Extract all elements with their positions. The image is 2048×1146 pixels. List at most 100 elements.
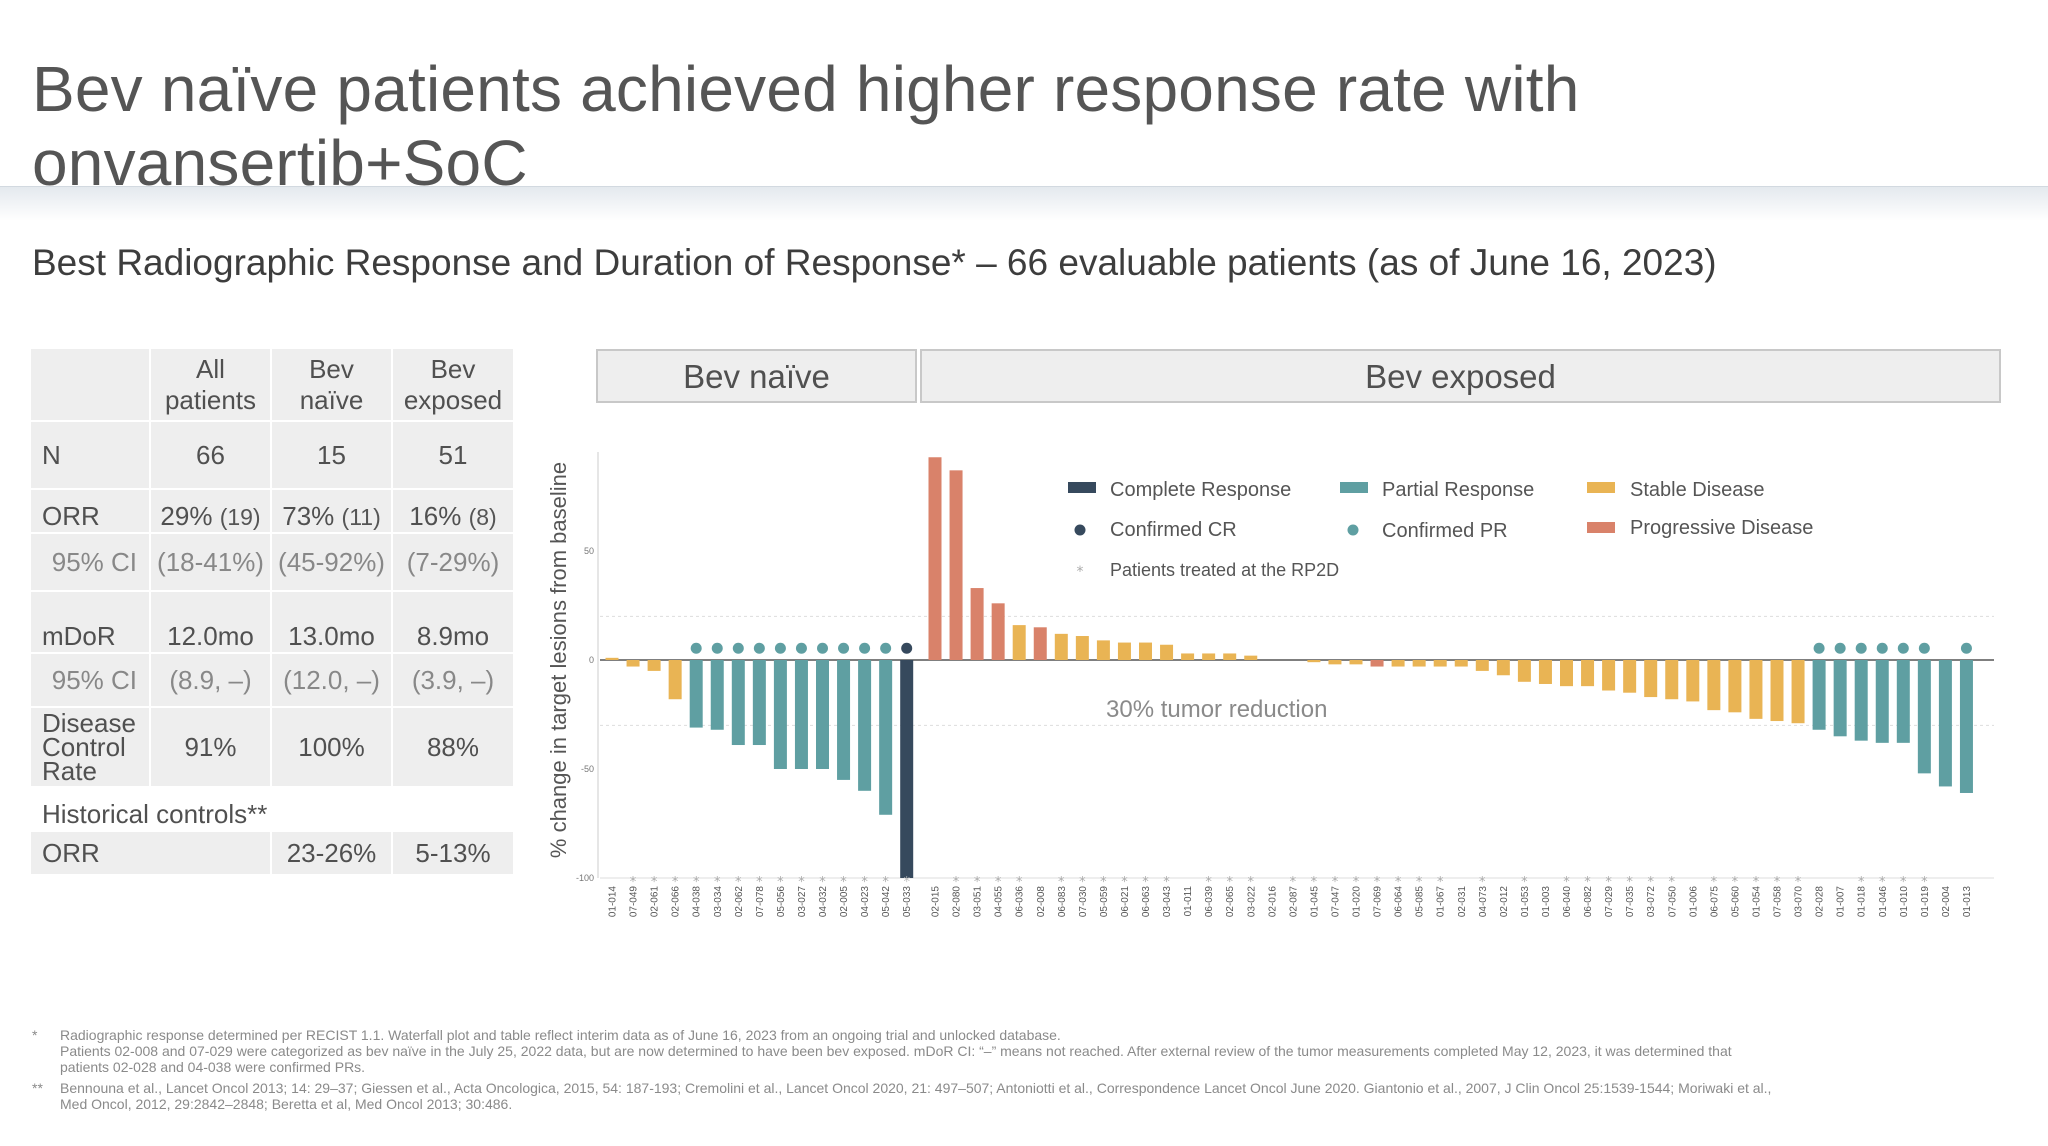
- table-row-historical-orr: ORR 23-26% 5-13%: [31, 831, 515, 876]
- bar-06-075: [1707, 660, 1721, 711]
- row-label-orr: ORR: [31, 489, 151, 534]
- bar-06-039: [1202, 653, 1216, 660]
- rp2d-star-02-065: *: [1226, 875, 1233, 890]
- bar-01-010: [1896, 660, 1910, 743]
- bar-07-049: [626, 660, 640, 667]
- table-row-orr-ci: 95% CI (18-41%) (45-92%) (7-29%): [31, 533, 515, 592]
- rp2d-star-06-063: *: [1142, 875, 1149, 890]
- legend-pr-swatch: [1340, 482, 1368, 493]
- x-tick-label-01-007: 01-007: [1836, 886, 1847, 918]
- legend-pr-label: Partial Response: [1382, 479, 1534, 501]
- bar-05-085: [1412, 660, 1426, 667]
- bar-02-005: [837, 660, 851, 780]
- x-tick-label-05-060: 05-060: [1730, 886, 1741, 918]
- response-summary-table: All patients Bev naïve Bev exposed N 66 15 …: [31, 349, 515, 876]
- rp2d-star-06-021: *: [1121, 875, 1128, 890]
- mdor-ci-exposed: (3.9, –): [392, 653, 515, 708]
- bar-04-032: [816, 660, 829, 769]
- historical-controls-heading: Historical controls**: [31, 787, 514, 832]
- confirmed-dot-02-005: [838, 642, 850, 654]
- x-tick-label-01-013: 01-013: [1962, 886, 1973, 918]
- footnote-1-line-3: patients 02-028 and 04-038 were confirme…: [60, 1059, 366, 1075]
- x-tick-label-02-062: 02-062: [734, 886, 745, 918]
- x-tick-label-02-008: 02-008: [1036, 886, 1047, 918]
- legend-confirmed-cr-label: Confirmed CR: [1110, 519, 1237, 541]
- x-tick-label-02-066: 02-066: [671, 886, 682, 918]
- bar-07-058: [1770, 660, 1784, 722]
- x-tick-label-07-069: 07-069: [1373, 886, 1384, 918]
- rp2d-star-06-039: *: [1205, 875, 1212, 890]
- x-tick-label-06-039: 06-039: [1204, 886, 1215, 918]
- confirmed-dot-03-027: [795, 642, 807, 654]
- x-tick-label-07-047: 07-047: [1330, 886, 1341, 918]
- legend-confirmed-pr-dot: [1347, 524, 1359, 536]
- legend-rp2d-star: *: [1077, 564, 1084, 580]
- rp2d-star-07-049: *: [630, 875, 637, 890]
- bar-05-056: [773, 660, 787, 769]
- header-divider: [0, 186, 2048, 221]
- x-tick-label-07-078: 07-078: [755, 886, 766, 918]
- n-naive: 15: [271, 421, 393, 490]
- dcr-all: 91%: [150, 707, 272, 788]
- bar-07-047: [1328, 660, 1342, 665]
- orr-ci-label: 95% CI: [31, 533, 151, 592]
- bar-04-023: [858, 660, 872, 791]
- legend-cr-label: Complete Response: [1110, 479, 1291, 501]
- rp2d-star-05-059: *: [1100, 875, 1107, 890]
- confirmed-dot-07-078: [753, 642, 765, 654]
- x-tick-label-05-085: 05-085: [1415, 886, 1426, 918]
- bar-03-051: [970, 588, 984, 660]
- x-tick-label-01-003: 01-003: [1541, 886, 1552, 918]
- bar-07-050: [1665, 660, 1679, 700]
- bar-05-042: [879, 660, 893, 815]
- header-all-patients: All patients: [150, 349, 272, 422]
- bar-03-043: [1160, 644, 1174, 660]
- rp2d-star-01-018: *: [1858, 875, 1865, 890]
- x-tick-label-05-059: 05-059: [1099, 886, 1110, 918]
- confirmed-dot-04-038: [690, 642, 702, 654]
- rp2d-star-05-085: *: [1416, 875, 1423, 890]
- table-row-orr: ORR 29% (19) 73% (11) 16% (8): [31, 489, 515, 534]
- x-tick-label-01-010: 01-010: [1899, 886, 1910, 918]
- x-tick-label-02-031: 02-031: [1457, 886, 1468, 918]
- bar-05-033: [900, 660, 914, 878]
- bar-02-031: [1454, 660, 1468, 667]
- reduction-annotation: 30% tumor reduction: [1106, 696, 1327, 723]
- mdor-ci-label: 95% CI: [31, 653, 151, 708]
- x-tick-label-02-080: 02-080: [952, 886, 963, 918]
- group-header-bev-naive: Bev naïve: [596, 349, 917, 403]
- x-tick-label-01-019: 01-019: [1920, 886, 1931, 918]
- rp2d-star-07-058: *: [1774, 875, 1781, 890]
- rp2d-star-03-072: *: [1647, 875, 1654, 890]
- x-tick-label-01-014: 01-014: [608, 886, 619, 918]
- x-tick-label-01-067: 01-067: [1436, 886, 1447, 918]
- x-tick-label-03-051: 03-051: [973, 886, 984, 918]
- x-tick-label-04-038: 04-038: [692, 886, 703, 918]
- confirmed-dot-01-010: [1897, 642, 1909, 654]
- rp2d-star-04-055: *: [995, 875, 1002, 890]
- bar-05-060: [1728, 660, 1742, 713]
- x-tick-label-01-018: 01-018: [1857, 886, 1868, 918]
- rp2d-star-06-040: *: [1563, 875, 1570, 890]
- bar-02-015: [928, 457, 942, 660]
- bar-07-029: [1602, 660, 1616, 691]
- rp2d-star-04-032: *: [819, 875, 826, 890]
- dcr-naive: 100%: [271, 707, 393, 788]
- table-row-dcr: Disease Control Rate 91% 100% 88%: [31, 707, 515, 788]
- reference-lines: [600, 615, 1994, 879]
- dcr-exposed: 88%: [392, 707, 515, 788]
- x-tick-label-07-050: 07-050: [1667, 886, 1678, 918]
- x-tick-label-02-015: 02-015: [931, 886, 942, 918]
- bar-07-030: [1075, 636, 1089, 660]
- x-tick-label-07-035: 07-035: [1625, 886, 1636, 918]
- confirmed-dot-01-019: [1918, 642, 1930, 654]
- bar-01-054: [1749, 660, 1763, 719]
- bar-02-065: [1223, 653, 1237, 660]
- bar-01-019: [1917, 660, 1931, 774]
- rp2d-star-02-066: *: [672, 875, 679, 890]
- rp2d-star-07-047: *: [1332, 875, 1339, 890]
- table-header-empty: [31, 349, 151, 422]
- rp2d-star-03-051: *: [974, 875, 981, 890]
- confirmed-dot-02-028: [1813, 642, 1825, 654]
- legend-confirmed-pr-label: Confirmed PR: [1382, 520, 1508, 542]
